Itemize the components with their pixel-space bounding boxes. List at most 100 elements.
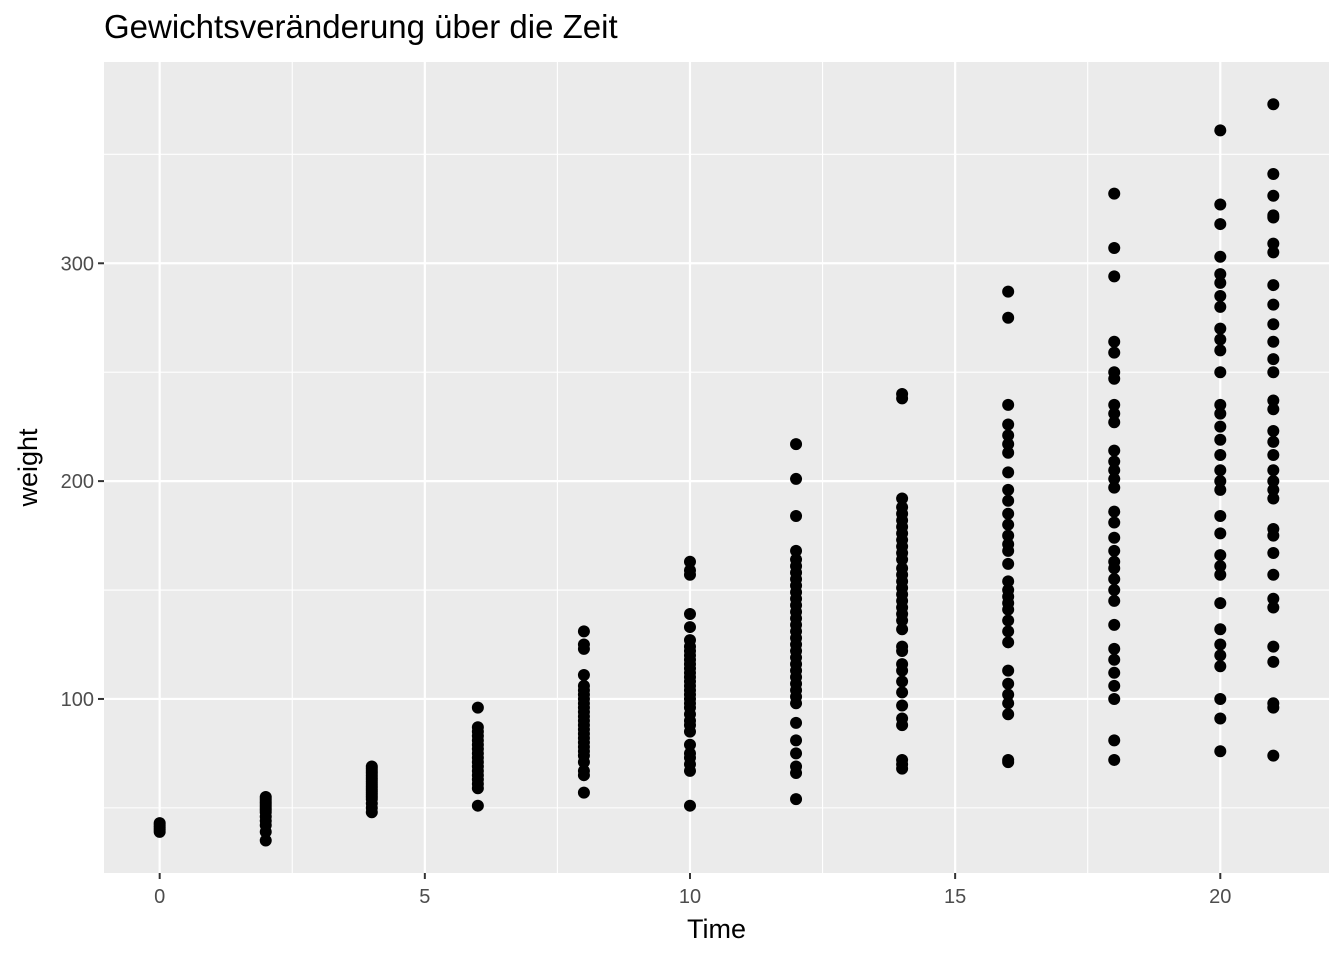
data-point	[1002, 429, 1015, 442]
data-point	[1214, 300, 1227, 313]
data-point	[1002, 584, 1015, 597]
data-point	[1108, 653, 1121, 666]
data-point	[1108, 753, 1121, 766]
data-point	[1214, 322, 1227, 335]
data-point	[896, 562, 909, 575]
data-point	[259, 790, 272, 803]
data-point	[1267, 601, 1280, 614]
data-point	[1214, 568, 1227, 581]
data-point	[1108, 594, 1121, 607]
x-axis-title: Time	[687, 914, 746, 944]
data-point	[1108, 455, 1121, 468]
data-point	[683, 738, 696, 751]
data-point	[1108, 584, 1121, 597]
data-point	[1002, 614, 1015, 627]
x-tick-label: 10	[679, 886, 701, 908]
data-point	[1108, 444, 1121, 457]
data-point	[1002, 575, 1015, 588]
data-point	[1108, 187, 1121, 200]
data-point	[577, 668, 590, 681]
data-point	[1214, 638, 1227, 651]
data-point	[1108, 679, 1121, 692]
data-point	[1108, 270, 1121, 283]
data-point	[1214, 448, 1227, 461]
data-point	[1214, 268, 1227, 281]
data-point	[1108, 242, 1121, 255]
data-point	[1002, 398, 1015, 411]
chart-title: Gewichtsveränderung über die Zeit	[104, 8, 618, 45]
data-point	[1267, 568, 1280, 581]
data-point	[1108, 346, 1121, 359]
y-tick-label: 300	[61, 253, 94, 275]
data-point	[1002, 557, 1015, 570]
data-point	[1002, 697, 1015, 710]
data-point	[1214, 475, 1227, 488]
data-point	[1267, 189, 1280, 202]
data-point	[1214, 692, 1227, 705]
axes: 0 5 10 15 20 100 200 300	[61, 253, 1232, 908]
data-point	[1002, 753, 1015, 766]
data-point	[790, 553, 803, 566]
data-point	[1214, 289, 1227, 302]
data-point	[1108, 398, 1121, 411]
data-point	[1267, 475, 1280, 488]
data-point	[1214, 549, 1227, 562]
data-point	[683, 799, 696, 812]
data-point	[1108, 734, 1121, 747]
data-point	[1214, 597, 1227, 610]
x-tick-label: 20	[1209, 886, 1231, 908]
data-point	[1002, 311, 1015, 324]
data-point	[790, 793, 803, 806]
data-point	[1002, 483, 1015, 496]
data-point	[1214, 649, 1227, 662]
y-tick-label: 200	[61, 471, 94, 493]
data-point	[1267, 655, 1280, 668]
data-point	[1214, 124, 1227, 137]
data-point	[153, 817, 166, 830]
data-point	[1267, 353, 1280, 366]
data-point	[1002, 446, 1015, 459]
data-point	[1108, 481, 1121, 494]
data-point	[1108, 573, 1121, 586]
data-point	[577, 625, 590, 638]
data-point	[1214, 464, 1227, 477]
data-point	[1002, 529, 1015, 542]
data-point	[1002, 688, 1015, 701]
data-point	[1267, 640, 1280, 653]
data-point	[1108, 642, 1121, 655]
data-point	[471, 721, 484, 734]
data-point	[1214, 250, 1227, 263]
data-point	[1214, 333, 1227, 346]
data-point	[1214, 344, 1227, 357]
data-point	[1108, 544, 1121, 557]
data-point	[259, 834, 272, 847]
data-point	[1108, 366, 1121, 379]
data-point	[1267, 335, 1280, 348]
data-point	[896, 640, 909, 653]
data-point	[1108, 516, 1121, 529]
data-point	[1267, 425, 1280, 438]
data-point	[790, 438, 803, 451]
data-point	[896, 501, 909, 514]
data-point	[1108, 407, 1121, 420]
data-point	[1002, 708, 1015, 721]
data-point	[896, 712, 909, 725]
data-point	[1267, 464, 1280, 477]
x-tick-label: 5	[419, 886, 430, 908]
data-point	[577, 786, 590, 799]
data-point	[1267, 492, 1280, 505]
data-point	[896, 753, 909, 766]
data-point	[1267, 366, 1280, 379]
data-point	[1108, 472, 1121, 485]
data-point	[1267, 237, 1280, 250]
data-point	[1214, 660, 1227, 673]
data-point	[683, 747, 696, 760]
data-point	[790, 747, 803, 760]
data-point	[790, 544, 803, 557]
data-point	[683, 634, 696, 647]
data-point	[471, 701, 484, 714]
data-point	[1214, 433, 1227, 446]
data-point	[790, 734, 803, 747]
plot-panel	[104, 62, 1329, 873]
